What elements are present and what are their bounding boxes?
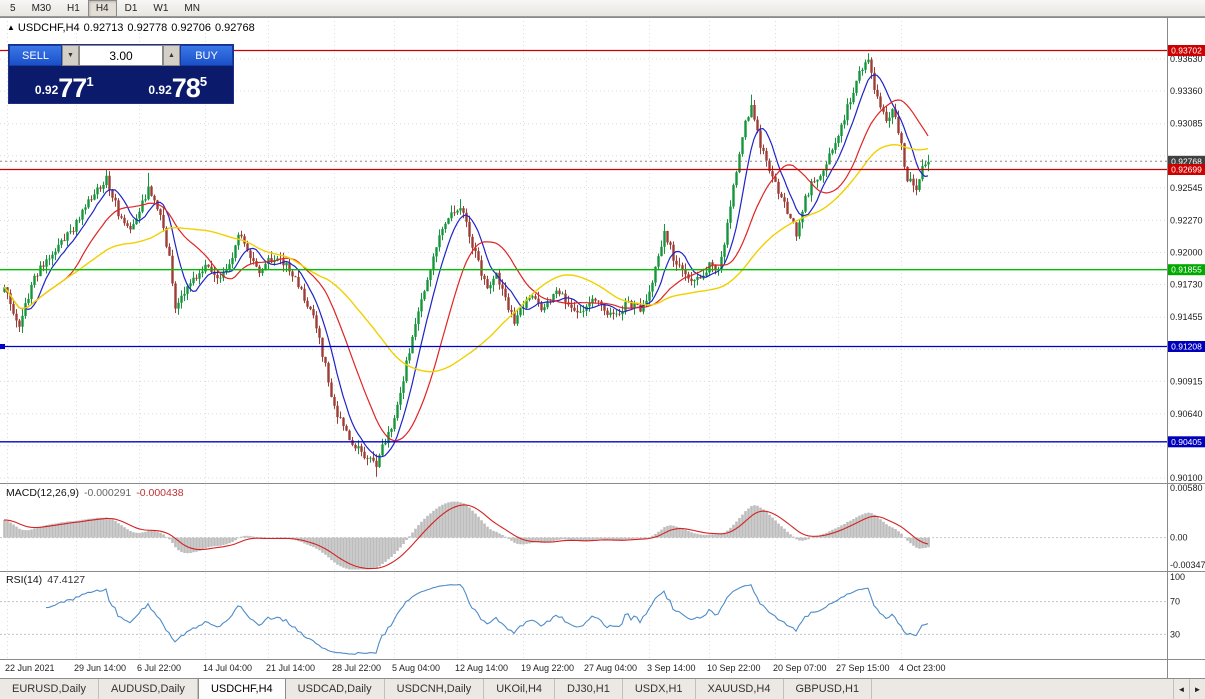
svg-text:0.92699: 0.92699	[1171, 165, 1202, 175]
svg-text:0.90640: 0.90640	[1170, 409, 1203, 419]
chart-tab-gbpusd-h1[interactable]: GBPUSD,H1	[784, 679, 873, 699]
svg-text:29 Jun 14:00: 29 Jun 14:00	[74, 663, 126, 673]
svg-text:0.92000: 0.92000	[1170, 248, 1203, 258]
svg-text:4 Oct 23:00: 4 Oct 23:00	[899, 663, 946, 673]
chart-tab-ukoil-h4[interactable]: UKOil,H4	[484, 679, 556, 699]
hline-handle[interactable]	[0, 344, 5, 349]
svg-text:20 Sep 07:00: 20 Sep 07:00	[773, 663, 827, 673]
trade-prices-row: 0.92 77 1 0.92 78 5	[9, 66, 233, 103]
chart-background	[0, 17, 1205, 678]
svg-text:0.92768: 0.92768	[1171, 156, 1202, 166]
price-tag-0.91855: 0.91855	[1168, 264, 1205, 276]
svg-text:0.93360: 0.93360	[1170, 86, 1203, 96]
svg-text:0.92270: 0.92270	[1170, 215, 1203, 225]
time-axis-labels[interactable]: 22 Jun 2021 29 Jun 14:00 6 Jul 22:00 14 Jul…	[5, 663, 946, 673]
svg-text:0.91855: 0.91855	[1171, 265, 1202, 275]
sell-price-sup: 1	[86, 74, 94, 89]
svg-text:0.93085: 0.93085	[1170, 119, 1203, 129]
horizontal-lines	[0, 49, 1167, 443]
bull-candle-bodies	[3, 59, 930, 467]
sell-price-display[interactable]: 0.92 77 1	[9, 66, 120, 103]
svg-text:0.90915: 0.90915	[1170, 376, 1203, 386]
volume-input[interactable]	[79, 45, 163, 66]
sell-price-big: 77	[58, 73, 87, 104]
svg-text:21 Jul 14:00: 21 Jul 14:00	[266, 663, 315, 673]
tab-scroll-left-icon[interactable]: ◄	[1173, 679, 1189, 699]
macd-signal-line	[3, 504, 929, 570]
timeframe-button-MN[interactable]: MN	[184, 2, 200, 14]
svg-text:0.91730: 0.91730	[1170, 280, 1203, 290]
ma-50-line	[3, 143, 929, 373]
rsi-line	[45, 584, 929, 655]
svg-text:100: 100	[1170, 572, 1185, 582]
chart-tab-usdx-h1[interactable]: USDX,H1	[623, 679, 696, 699]
price-axis-labels: 0.93630 0.93360 0.93085 0.92545 0.92270 0.920…	[1170, 54, 1203, 483]
buy-price-main: 0.92	[148, 83, 172, 97]
svg-text:14 Jul 04:00: 14 Jul 04:00	[203, 663, 252, 673]
svg-text:0.00580: 0.00580	[1170, 483, 1203, 493]
svg-text:28 Jul 22:00: 28 Jul 22:00	[332, 663, 381, 673]
price-tag-0.92699: 0.92699	[1168, 164, 1205, 175]
grid	[0, 17, 1167, 659]
svg-text:10 Sep 22:00: 10 Sep 22:00	[707, 663, 761, 673]
svg-text:0.93702: 0.93702	[1171, 46, 1202, 56]
timeframe-button-W1[interactable]: W1	[153, 2, 169, 14]
chart-tab-audusd-daily[interactable]: AUDUSD,Daily	[99, 679, 198, 699]
svg-text:27 Aug 04:00: 27 Aug 04:00	[584, 663, 637, 673]
svg-text:12 Aug 14:00: 12 Aug 14:00	[455, 663, 508, 673]
one-click-trade-widget: SELL ▼ ▲ BUY 0.92 77 1 0.92 78 5	[8, 44, 234, 104]
timeframe-button-H4[interactable]: H4	[87, 0, 117, 17]
svg-text:70: 70	[1170, 597, 1180, 607]
timeframe-toolbar: 5 M30 H1 H4 D1 W1 MN	[0, 0, 1205, 17]
macd-axis-labels: 0.00580 0.00 -0.00347	[1170, 483, 1205, 570]
buy-button[interactable]: BUY	[180, 45, 233, 66]
svg-text:-0.00347: -0.00347	[1170, 560, 1205, 570]
svg-text:0.91208: 0.91208	[1171, 342, 1202, 352]
chart-tab-xauusd-h4[interactable]: XAUUSD,H4	[696, 679, 784, 699]
tab-scroll-right-icon[interactable]: ►	[1189, 679, 1205, 699]
timeframe-button-M30[interactable]: M30	[31, 2, 52, 14]
svg-text:27 Sep 15:00: 27 Sep 15:00	[836, 663, 890, 673]
svg-text:30: 30	[1170, 629, 1180, 639]
buy-price-display[interactable]: 0.92 78 5	[123, 66, 234, 103]
rsi-axis-labels: 100 70 30	[1170, 572, 1185, 639]
sell-button[interactable]: SELL	[9, 45, 62, 66]
sell-price-main: 0.92	[34, 83, 59, 97]
svg-text:0.90100: 0.90100	[1170, 473, 1203, 483]
svg-text:0.90405: 0.90405	[1171, 437, 1202, 447]
price-tag-0.93702: 0.93702	[1168, 45, 1205, 56]
price-tag-0.92768: 0.92768	[1168, 155, 1205, 167]
svg-text:6 Jul 22:00: 6 Jul 22:00	[137, 663, 181, 673]
buy-price-sup: 5	[199, 74, 208, 89]
chart-tab-usdchf-h4[interactable]: USDCHF,H4	[197, 678, 286, 699]
chart-tab-dj30-h1[interactable]: DJ30,H1	[555, 679, 623, 699]
svg-text:0.91455: 0.91455	[1170, 312, 1203, 322]
volume-decrease-button[interactable]: ▼	[62, 45, 79, 66]
chart-tabs-bar: EURUSD,Daily AUDUSD,Daily USDCHF,H4 USDCAD,…	[0, 678, 1205, 699]
volume-increase-button[interactable]: ▲	[163, 45, 180, 66]
svg-text:0.93630: 0.93630	[1170, 54, 1203, 64]
timeframe-button-H1[interactable]: H1	[67, 2, 80, 14]
price-tag-0.90405: 0.90405	[1168, 436, 1205, 448]
ma-8-line	[3, 74, 929, 458]
buy-price-big: 78	[171, 73, 201, 104]
svg-text:19 Aug 22:00: 19 Aug 22:00	[521, 663, 574, 673]
chart-tab-usdcnh-daily[interactable]: USDCNH,Daily	[385, 679, 485, 699]
price-tag-0.91208: 0.91208	[1168, 341, 1205, 352]
trade-controls-row: SELL ▼ ▲ BUY	[9, 45, 233, 66]
svg-text:5 Aug 04:00: 5 Aug 04:00	[392, 663, 440, 673]
svg-text:3 Sep 14:00: 3 Sep 14:00	[647, 663, 696, 673]
tab-scroll-buttons: ◄ ►	[1173, 679, 1205, 699]
ma-21-line	[3, 99, 929, 442]
svg-text:22 Jun 2021: 22 Jun 2021	[5, 663, 55, 673]
svg-text:0.92545: 0.92545	[1170, 183, 1203, 193]
chart-tab-usdcad-daily[interactable]: USDCAD,Daily	[286, 679, 385, 699]
timeframe-button-D1[interactable]: D1	[124, 2, 138, 14]
svg-text:0.00: 0.00	[1170, 533, 1188, 543]
timeframe-button-5[interactable]: 5	[10, 2, 16, 14]
chart-tab-eurusd-daily[interactable]: EURUSD,Daily	[0, 679, 99, 699]
